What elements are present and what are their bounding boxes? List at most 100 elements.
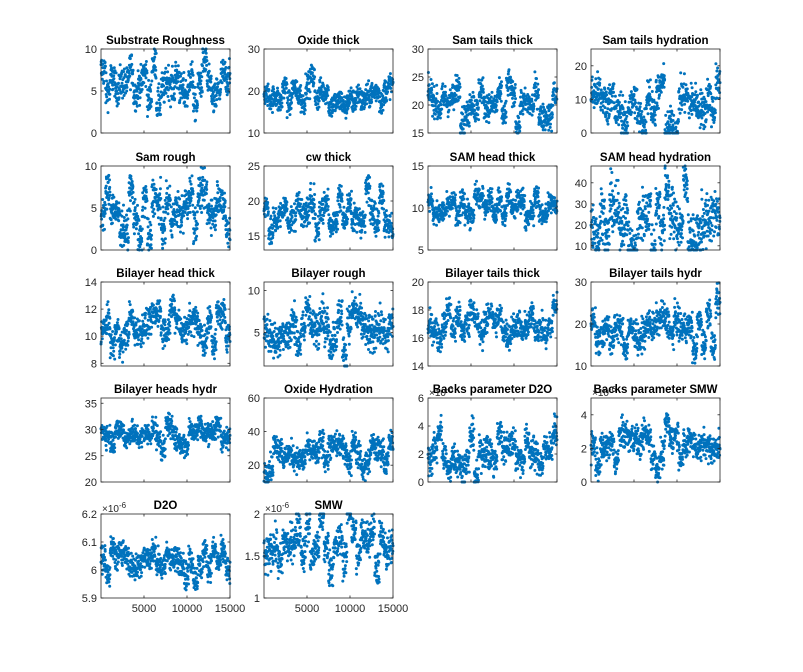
data-point [282,96,286,100]
data-point [225,77,229,81]
data-point [267,88,271,91]
data-point [134,109,138,113]
data-point [504,121,507,125]
data-point [516,208,520,212]
data-point [141,208,144,212]
data-point [601,100,605,104]
data-point [290,228,293,232]
data-point [159,197,163,200]
data-point [191,73,195,77]
data-point [299,84,303,87]
data-point [209,218,213,222]
data-point [467,124,471,128]
data-point [108,92,112,96]
data-point [274,207,278,210]
data-point [269,107,273,111]
data-point [312,182,316,186]
data-point [209,74,213,78]
data-point [344,116,348,120]
data-point [377,211,381,215]
data-point [639,112,643,116]
data-point [166,70,170,74]
data-point [294,211,298,215]
data-points [426,179,559,232]
data-point [149,105,153,108]
data-point [146,225,150,229]
data-point [504,110,508,114]
data-point [462,197,466,201]
data-points [589,62,722,135]
data-point [605,119,609,123]
data-point [166,207,170,211]
data-point [195,106,199,110]
data-point [704,100,708,104]
data-point [550,129,554,133]
data-point [121,90,125,94]
data-point [192,109,195,113]
data-point [683,102,687,106]
data-point [435,199,439,203]
data-point [184,189,188,193]
data-point [223,60,227,64]
data-point [490,197,494,200]
data-point [106,111,110,115]
data-point [339,209,343,213]
data-point [530,113,534,117]
data-point [325,194,329,198]
data-point [162,93,166,97]
data-point [507,194,511,198]
data-point [176,80,180,84]
data-point [479,93,483,97]
data-point [706,77,710,81]
data-point [514,97,517,101]
data-point [700,91,704,95]
data-point [327,213,331,217]
data-point [431,199,435,203]
y-tick-label: 5 [91,203,97,215]
data-point [319,76,323,80]
data-point [213,219,217,223]
data-point [598,81,602,85]
data-point [107,196,111,200]
data-point [349,203,353,207]
data-point [182,71,186,74]
data-point [458,85,462,89]
data-point [200,211,204,214]
data-point [478,99,482,103]
data-point [156,89,160,93]
data-point [312,81,316,85]
data-point [227,57,231,61]
data-point [430,192,433,196]
data-point [196,222,199,226]
data-point [598,77,602,81]
data-point [504,99,508,103]
data-point [103,227,106,231]
data-point [265,197,269,201]
data-point [131,185,135,189]
data-point [530,99,534,103]
data-point [664,113,668,117]
data-point [592,106,596,110]
data-point [639,102,643,105]
data-point [513,83,517,86]
data-point [110,221,114,225]
data-point [188,204,192,208]
data-point [132,200,136,204]
data-point [614,121,618,125]
data-point [486,210,490,214]
data-point [125,85,129,89]
data-point [189,199,193,203]
data-point [547,128,551,132]
data-point [108,185,112,189]
data-point [476,102,480,105]
data-point [301,94,305,98]
data-point [163,70,167,74]
data-point [345,111,349,115]
data-point [536,93,540,97]
data-point [703,125,707,129]
data-point [102,214,106,218]
data-point [435,223,438,227]
data-point [199,94,203,98]
data-point [266,82,270,86]
data-point [274,229,278,233]
